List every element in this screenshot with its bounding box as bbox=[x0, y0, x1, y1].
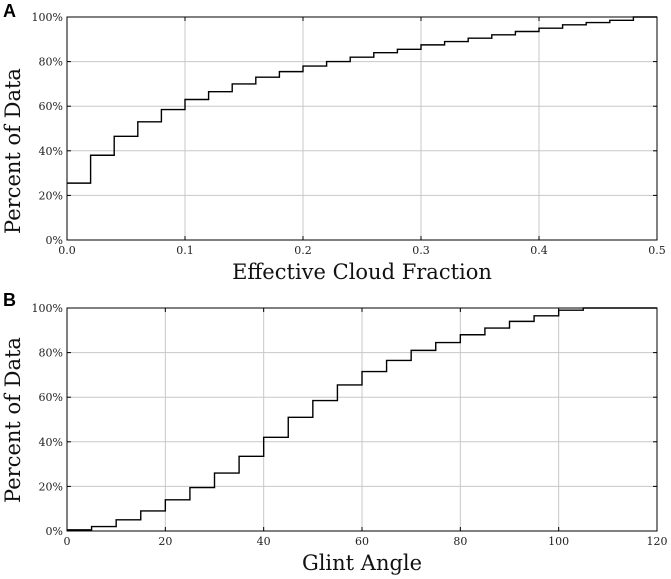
panel-b-y-tick-label: 80% bbox=[39, 347, 63, 360]
panel-a: A 0.0 0.1 0.2 0.3 0.4 0.5 0% 20% 40% 60% 80% 100% E… bbox=[1, 1, 666, 284]
panel-a-y-tick-label: 20% bbox=[39, 189, 63, 202]
panel-a-x-tick-label: 0.3 bbox=[412, 244, 430, 257]
panel-b-y-tick-label: 20% bbox=[39, 480, 63, 493]
panel-b-y-tick-label: 100% bbox=[32, 302, 63, 315]
panel-b-y-tick-label: 40% bbox=[39, 436, 63, 449]
panel-a-cdf-line bbox=[67, 16, 657, 184]
panel-a-y-tick-label: 80% bbox=[39, 56, 63, 69]
panel-b-y-tick-label: 60% bbox=[39, 391, 63, 404]
panel-letter-b: B bbox=[3, 290, 16, 310]
panel-b: B 0 20 40 60 80 100 120 0% 20% 40% 60% 80% 100% Glin… bbox=[1, 290, 668, 575]
panel-b-x-tick-label: 60 bbox=[355, 535, 369, 548]
panel-b-x-tick-label: 100 bbox=[548, 535, 569, 548]
panel-a-x-tick-label: 0.1 bbox=[176, 244, 194, 257]
panel-a-x-tick-label: 0.4 bbox=[530, 244, 548, 257]
panel-a-plot-frame bbox=[66, 16, 658, 241]
panel-a-y-tick-label: 0% bbox=[46, 234, 63, 247]
panel-b-cdf-line bbox=[67, 307, 657, 531]
panel-b-grid bbox=[66, 307, 658, 532]
panel-a-ticks: 0.0 0.1 0.2 0.3 0.4 0.5 0% 20% 40% 60% 80% 100% bbox=[32, 11, 666, 257]
panel-b-x-tick-label: 0 bbox=[64, 535, 71, 548]
panel-b-y-axis-title: Percent of Data bbox=[1, 337, 25, 503]
panel-b-x-tick-label: 80 bbox=[453, 535, 467, 548]
panel-a-grid bbox=[66, 16, 658, 241]
panel-a-x-tick-label: 0.2 bbox=[294, 244, 312, 257]
panel-b-y-tick-label: 0% bbox=[46, 525, 63, 538]
panel-a-y-axis-title: Percent of Data bbox=[1, 68, 25, 234]
panel-a-y-tick-label: 60% bbox=[39, 100, 63, 113]
panel-b-ticks: 0 20 40 60 80 100 120 0% 20% 40% 60% 80% 100% bbox=[32, 302, 668, 548]
panel-letter-a: A bbox=[3, 1, 16, 21]
panel-b-x-tick-label: 120 bbox=[647, 535, 668, 548]
panel-a-y-tick-label: 100% bbox=[32, 11, 63, 24]
panel-b-x-axis-title: Glint Angle bbox=[302, 551, 422, 575]
panel-a-y-tick-label: 40% bbox=[39, 145, 63, 158]
panel-b-x-tick-label: 20 bbox=[158, 535, 172, 548]
panel-b-x-tick-label: 40 bbox=[257, 535, 271, 548]
panel-a-x-tick-label: 0.0 bbox=[58, 244, 76, 257]
panel-a-x-axis-title: Effective Cloud Fraction bbox=[232, 260, 492, 284]
panel-a-x-tick-label: 0.5 bbox=[648, 244, 666, 257]
